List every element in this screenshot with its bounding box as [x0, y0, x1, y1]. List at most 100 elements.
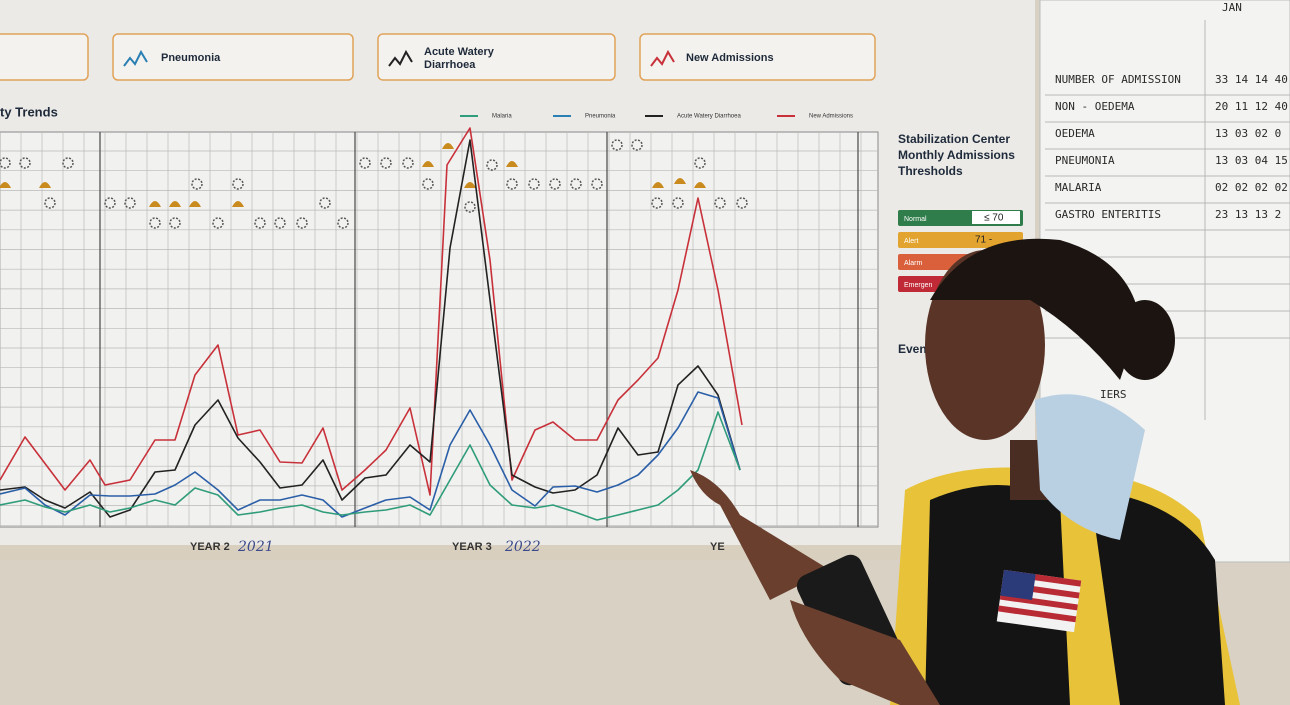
event-icon	[422, 161, 434, 167]
event-icon	[631, 139, 643, 151]
wb-values: 23 13 13 2	[1215, 208, 1281, 221]
event-icon	[0, 182, 11, 188]
card-title: New Admissions	[686, 52, 774, 64]
event-icon	[672, 197, 684, 209]
event-icon	[486, 159, 498, 171]
wb-month: JAN	[1222, 1, 1242, 14]
legend-label: Pneumonia	[585, 114, 616, 120]
threshold-value: 71 -	[975, 235, 992, 246]
wb-values: 20 11 12 40	[1215, 100, 1288, 113]
wb-label: OEDEMA	[1055, 127, 1095, 140]
year-dividers	[99, 132, 859, 527]
event-icon	[232, 178, 244, 190]
wb-values: 33 14 14 40	[1215, 73, 1288, 86]
event-icon	[149, 201, 161, 207]
event-icon	[62, 157, 74, 169]
event-icon	[464, 182, 476, 188]
event-icon	[337, 217, 349, 229]
event-icon	[736, 197, 748, 209]
event-icon	[714, 197, 726, 209]
person	[690, 238, 1240, 705]
wb-values: 13 03 04 15	[1215, 154, 1288, 167]
event-icon	[528, 178, 540, 190]
card-icon	[123, 49, 148, 67]
event-icon	[189, 201, 201, 207]
event-icon	[124, 197, 136, 209]
year-label: YEAR 2	[190, 541, 230, 553]
event-icon	[19, 157, 31, 169]
event-icon	[651, 197, 663, 209]
event-icon	[506, 178, 518, 190]
legend-label: New Admissions	[809, 114, 853, 120]
threshold-label: Alert	[904, 238, 918, 245]
year-note: 2021	[237, 539, 274, 555]
card-title: Acute Watery Diarrhoea	[424, 46, 495, 71]
wb-values: 02 02 02 02	[1215, 181, 1288, 194]
event-icon	[274, 217, 286, 229]
event-icon	[422, 178, 434, 190]
event-icon	[254, 217, 266, 229]
wb-footer: IERS	[1100, 388, 1127, 401]
event-icon	[359, 157, 371, 169]
event-icon	[380, 157, 392, 169]
event-icon	[402, 157, 414, 169]
wb-label: MALARIA	[1055, 181, 1102, 194]
event-icon	[549, 178, 561, 190]
card-icon	[650, 49, 675, 67]
threshold-value: ≤ 70	[984, 213, 1004, 224]
event-icon	[212, 217, 224, 229]
event-icon	[652, 182, 664, 188]
event-icon	[0, 157, 11, 169]
events-title: Even	[898, 342, 927, 356]
text-line: Monthly Admissions	[898, 148, 1015, 162]
event-icon	[296, 217, 308, 229]
line-pneumonia	[0, 391, 741, 518]
chart-title: ty Trends	[0, 104, 58, 119]
event-icon	[149, 217, 161, 229]
threshold-box	[972, 211, 1020, 224]
event-icon	[44, 197, 56, 209]
event-icon	[464, 201, 476, 213]
text-line: Thresholds	[898, 164, 963, 178]
event-icon	[169, 201, 181, 207]
header-card	[377, 33, 616, 81]
event-icon	[319, 197, 331, 209]
wb-label: NUMBER OF ADMISSION	[1055, 73, 1181, 86]
event-icon	[191, 178, 203, 190]
event-icon	[570, 178, 582, 190]
trend-lines	[0, 127, 743, 521]
header-card	[639, 33, 876, 81]
event-icon	[674, 178, 686, 184]
line-awd	[0, 139, 741, 518]
wb-values: 13 03 02 0	[1215, 127, 1281, 140]
wb-label: PNEUMONIA	[1055, 154, 1115, 167]
legend: Malaria Pneumonia Acute Watery Diarrhoea…	[460, 114, 853, 120]
event-icon	[39, 182, 51, 188]
header-card	[0, 33, 89, 81]
legend-label: Acute Watery Diarrhoea	[677, 114, 741, 120]
threshold-label: Emergen	[904, 282, 933, 289]
event-icon	[104, 197, 116, 209]
wb-label: GASTRO ENTERITIS	[1055, 208, 1161, 221]
text-line: Stabilization Center	[898, 132, 1010, 146]
line-new-admissions	[0, 127, 743, 496]
card-title: Pneumonia	[161, 52, 221, 64]
year-note: 2022	[504, 539, 541, 555]
event-icon	[506, 161, 518, 167]
threshold-alert	[898, 232, 1023, 248]
legend-label: Malaria	[492, 114, 512, 120]
event-icon	[611, 139, 623, 151]
thresholds-title: Stabilization Center Monthly Admissions Th…	[898, 132, 1015, 178]
wb-label: NON - OEDEMA	[1055, 100, 1135, 113]
event-icon	[442, 143, 454, 149]
text-line: Acute Watery	[424, 46, 495, 58]
line-malaria	[0, 411, 741, 521]
event-icon	[169, 217, 181, 229]
text-line: Diarrhoea	[424, 59, 476, 71]
event-icon	[694, 157, 706, 169]
threshold-label: Normal	[904, 216, 927, 223]
year-label: YEAR 3	[452, 541, 492, 553]
year-label: YE	[710, 541, 725, 553]
header-card	[112, 33, 354, 81]
